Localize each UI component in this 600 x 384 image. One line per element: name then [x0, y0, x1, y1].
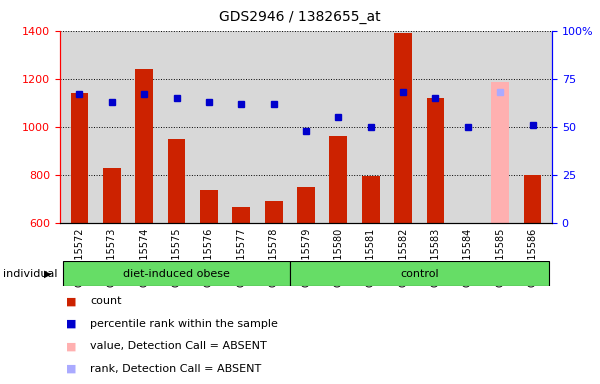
Bar: [232, 207, 250, 223]
Bar: [297, 187, 315, 223]
Bar: [63, 261, 290, 286]
Bar: [362, 176, 380, 223]
Text: percentile rank within the sample: percentile rank within the sample: [90, 319, 278, 329]
Bar: [491, 82, 509, 223]
Bar: [290, 261, 549, 286]
Text: ■: ■: [66, 319, 77, 329]
Bar: [524, 175, 541, 223]
Text: diet-induced obese: diet-induced obese: [123, 268, 230, 279]
Text: GDS2946 / 1382655_at: GDS2946 / 1382655_at: [219, 10, 381, 23]
Bar: [71, 93, 88, 223]
Text: ■: ■: [66, 364, 77, 374]
Bar: [329, 136, 347, 223]
Text: ▶: ▶: [44, 268, 52, 279]
Bar: [265, 201, 283, 223]
Bar: [103, 167, 121, 223]
Text: ■: ■: [66, 341, 77, 351]
Bar: [167, 139, 185, 223]
Text: control: control: [400, 268, 439, 279]
Bar: [394, 33, 412, 223]
Text: value, Detection Call = ABSENT: value, Detection Call = ABSENT: [90, 341, 267, 351]
Bar: [135, 69, 153, 223]
Text: individual: individual: [3, 268, 58, 279]
Bar: [427, 98, 445, 223]
Bar: [200, 190, 218, 223]
Text: count: count: [90, 296, 121, 306]
Text: rank, Detection Call = ABSENT: rank, Detection Call = ABSENT: [90, 364, 261, 374]
Text: ■: ■: [66, 296, 77, 306]
